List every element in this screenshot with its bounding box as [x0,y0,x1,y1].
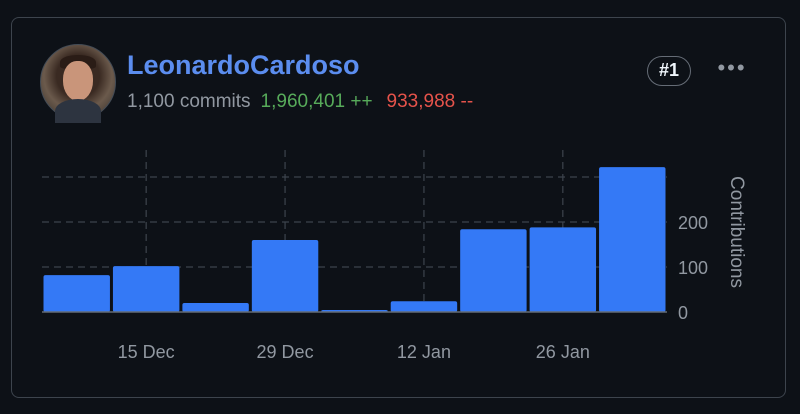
contribution-stats: 1,100 commits 1,960,401 ++ 933,988 -- [127,91,473,113]
avatar-body [55,99,101,123]
bar-22-dec[interactable] [182,303,249,312]
bar-8-dec[interactable] [43,275,110,312]
bar-12-jan[interactable] [390,301,458,312]
y-tick-label: 100 [678,258,708,278]
avatar[interactable] [40,44,116,123]
x-tick-label: 29 Dec [257,342,314,362]
additions-count: 1,960,401 ++ [260,91,373,112]
bar-26-jan[interactable] [529,227,597,312]
x-tick-label: 12 Jan [397,342,451,362]
kebab-horizontal-icon[interactable]: ••• [717,55,747,80]
rank-badge: #1 [647,56,691,86]
x-tick-label: 15 Dec [118,342,175,362]
y-tick-label: 200 [678,213,708,233]
bar-2-feb[interactable] [599,167,666,312]
bar-29-dec[interactable] [251,240,319,312]
bar-15-dec[interactable] [112,266,180,312]
commits-count[interactable]: 1,100 commits [127,91,251,112]
bar-19-jan[interactable] [460,229,527,312]
y-tick-label: 0 [678,303,688,323]
avatar-face [63,61,93,101]
x-tick-label: 26 Jan [536,342,590,362]
deletions-count: 933,988 -- [386,91,474,112]
username-link[interactable]: LeonardoCardoso [127,50,360,80]
y-axis-label: Contributions [726,176,747,288]
